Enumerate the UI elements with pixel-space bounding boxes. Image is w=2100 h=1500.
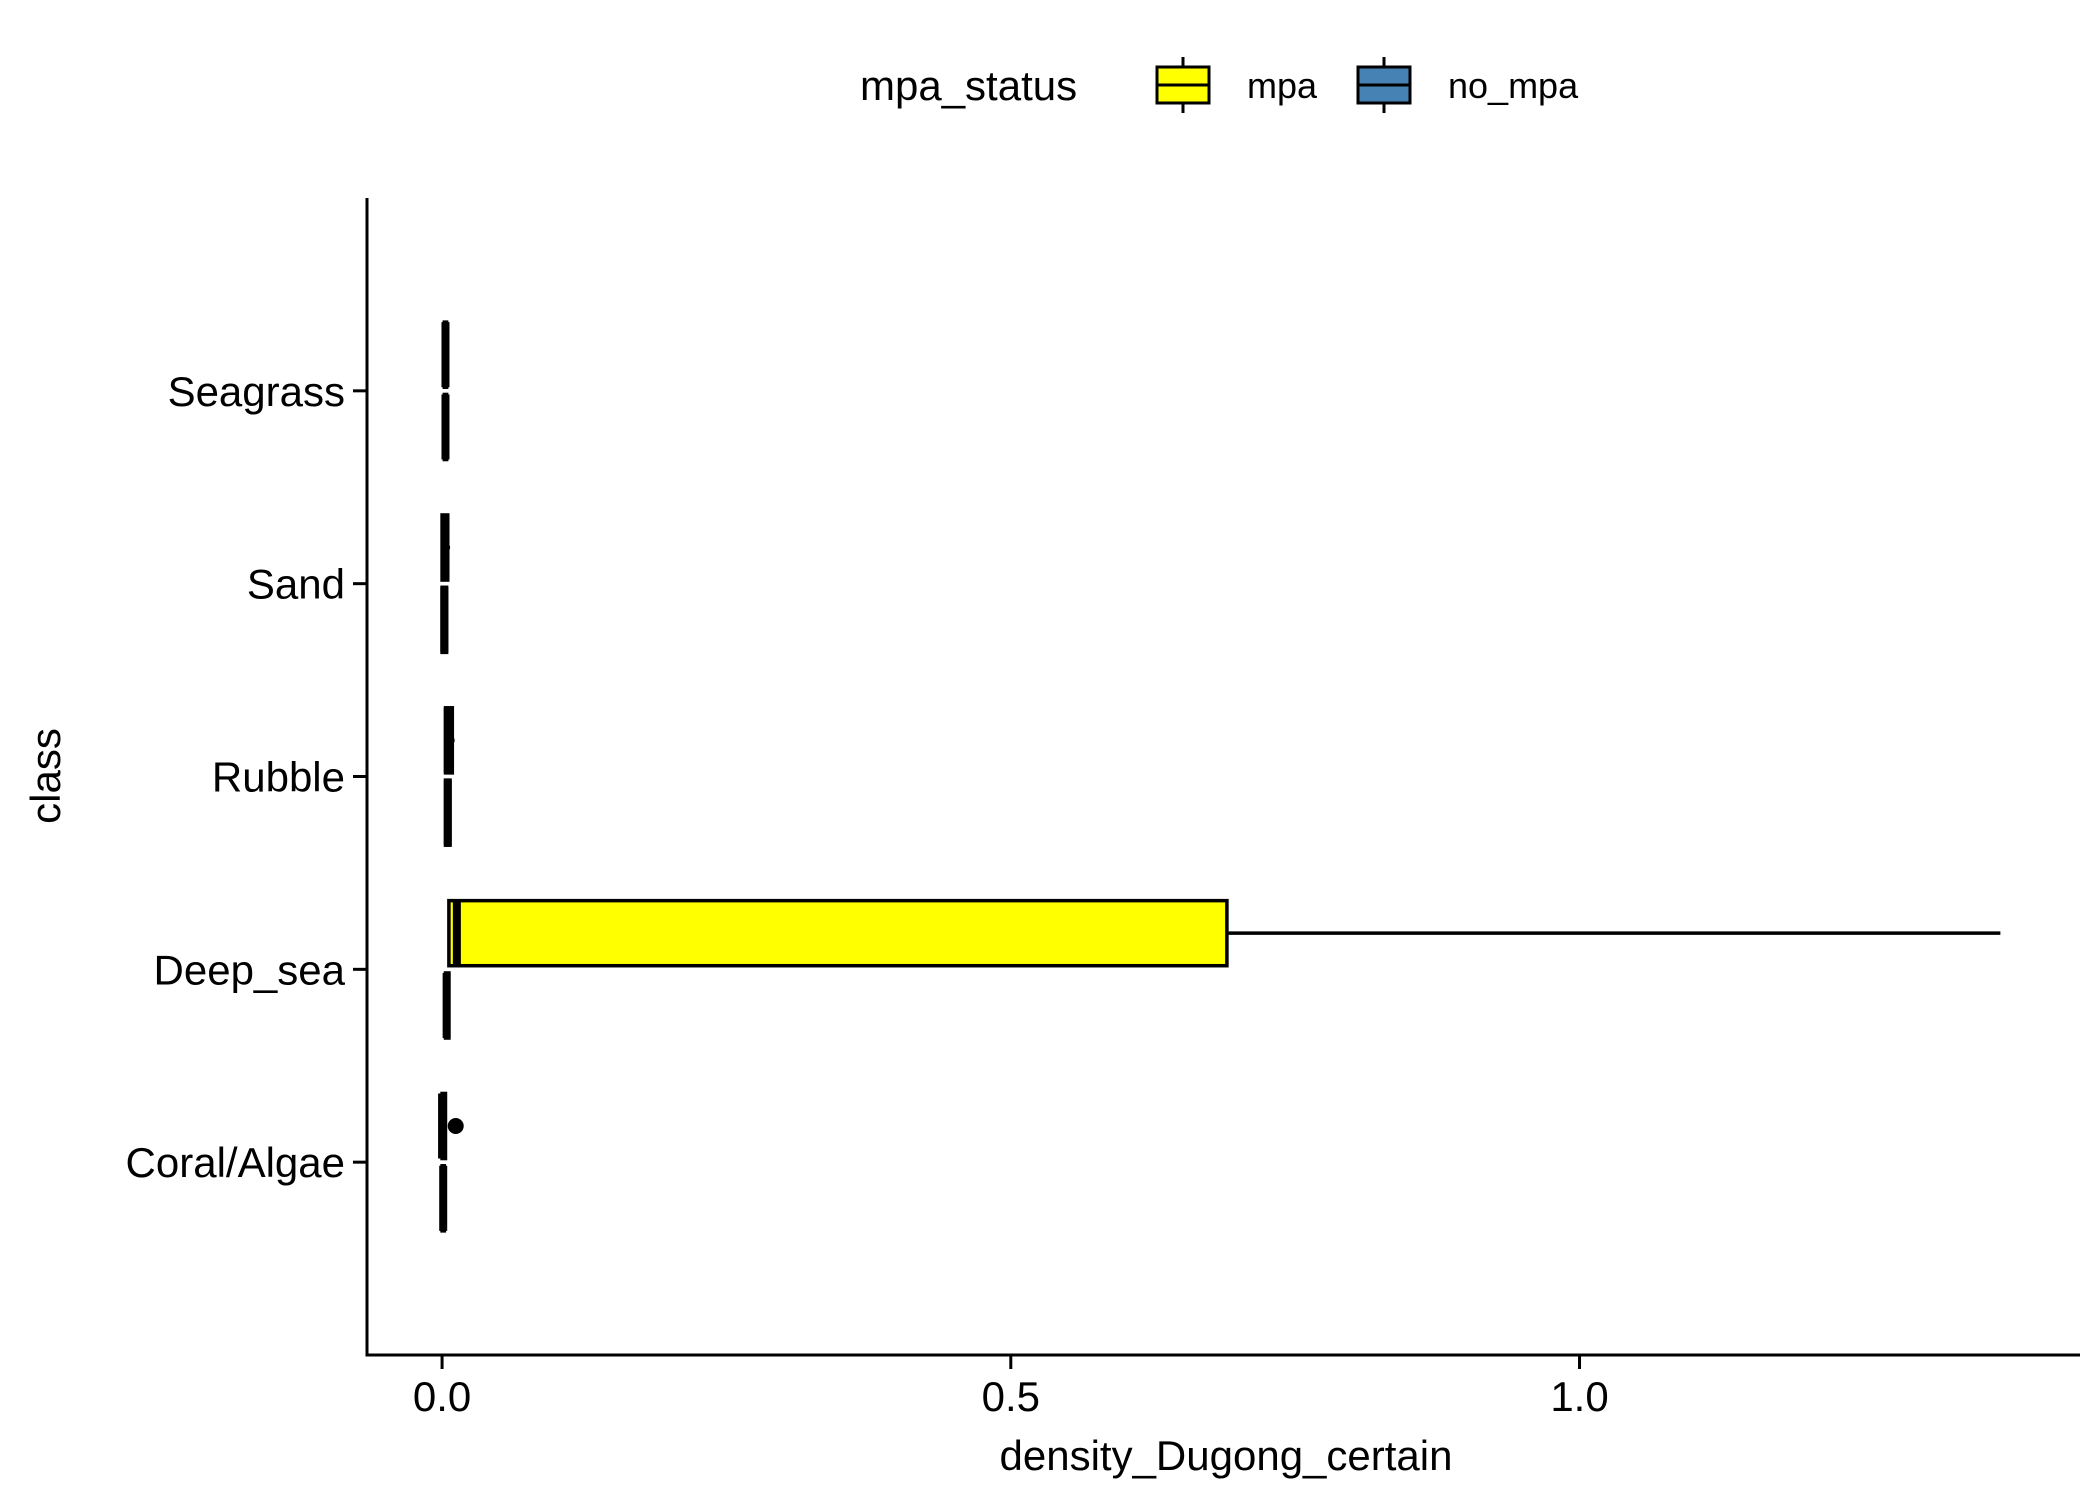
box-mpa-rubble (443, 706, 455, 775)
axes: density_Dugong_certain class 0.0 0.5 1.0 Co… (22, 198, 2080, 1479)
box-mpa-seagrass (441, 320, 450, 389)
x-axis-title: density_Dugong_certain (1000, 1432, 1453, 1479)
legend-label: mpa (1247, 65, 1318, 106)
box-mpa-sand (440, 513, 451, 582)
box-mpa-coral-algae (438, 1091, 464, 1161)
box-no_mpa-deep-sea (442, 971, 451, 1040)
y-tick-label: Deep_sea (154, 946, 346, 993)
outlier-point (447, 1118, 464, 1135)
y-tick-label: Seagrass (168, 368, 345, 415)
x-tick-label: 0.0 (413, 1373, 471, 1420)
legend-title: mpa_status (860, 62, 1077, 109)
y-tick-label: Coral/Algae (126, 1139, 345, 1186)
y-axis-title: class (22, 728, 69, 824)
plot-area (438, 320, 2001, 1233)
legend: mpa_status mpa no_mpa (860, 57, 1579, 113)
box-no_mpa-coral-algae (439, 1164, 448, 1233)
x-tick-label: 0.5 (982, 1373, 1040, 1420)
box-no_mpa-seagrass (441, 392, 450, 462)
legend-entry-no_mpa: no_mpa (1356, 57, 1579, 113)
box-no_mpa-rubble (443, 778, 452, 847)
box-body (447, 898, 1229, 968)
legend-entry-mpa: mpa (1155, 57, 1318, 113)
x-tick-label: 1.0 (1550, 1373, 1608, 1420)
y-tick-label: Sand (247, 561, 345, 608)
legend-label: no_mpa (1448, 65, 1579, 106)
box-mpa-deep-sea (447, 898, 2001, 968)
y-tick-label: Rubble (212, 754, 345, 801)
box-no_mpa-sand (440, 585, 449, 655)
